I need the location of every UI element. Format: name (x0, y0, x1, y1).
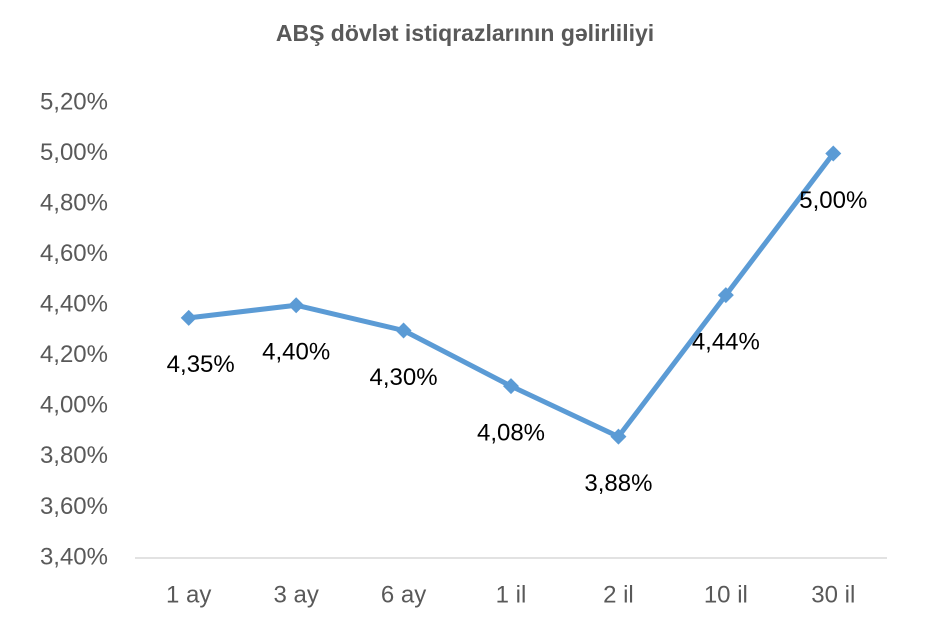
marker (825, 145, 842, 162)
y-tick-label: 5,00% (40, 139, 108, 166)
x-tick-label: 2 il (603, 581, 634, 608)
y-tick-label: 4,60% (40, 240, 108, 267)
y-tick-label: 4,00% (40, 392, 108, 419)
marker (395, 322, 412, 339)
marker (503, 378, 519, 395)
x-tick-label: 6 ay (381, 581, 426, 608)
chart-title: ABŞ dövlət istiqrazlarının gəlirliliyi (276, 20, 654, 46)
y-tick-label: 4,20% (40, 341, 108, 368)
series-line (188, 152, 836, 440)
data-label: 3,88% (584, 470, 652, 497)
y-tick-label: 4,40% (40, 291, 108, 318)
y-tick-label: 3,60% (40, 493, 108, 520)
data-label: 4,44% (692, 328, 760, 355)
y-tick-label: 3,40% (40, 543, 108, 570)
data-label: 5,00% (799, 187, 867, 214)
marker (180, 309, 197, 326)
x-tick-label: 3 ay (273, 581, 318, 608)
x-tick-label: 10 il (704, 581, 748, 608)
marker (717, 287, 734, 304)
data-label: 4,30% (370, 364, 438, 391)
y-tick-label: 4,80% (40, 189, 108, 216)
data-label: 4,08% (477, 419, 545, 446)
data-label: 4,35% (167, 351, 235, 378)
x-tick-label: 30 il (811, 581, 855, 608)
y-tick-label: 3,80% (40, 442, 108, 469)
marker (288, 297, 305, 314)
x-tick-label: 1 ay (166, 581, 211, 608)
y-tick-label: 5,20% (40, 88, 108, 115)
data-label: 4,40% (262, 339, 330, 366)
marker (610, 428, 627, 445)
x-tick-label: 1 il (496, 581, 527, 608)
